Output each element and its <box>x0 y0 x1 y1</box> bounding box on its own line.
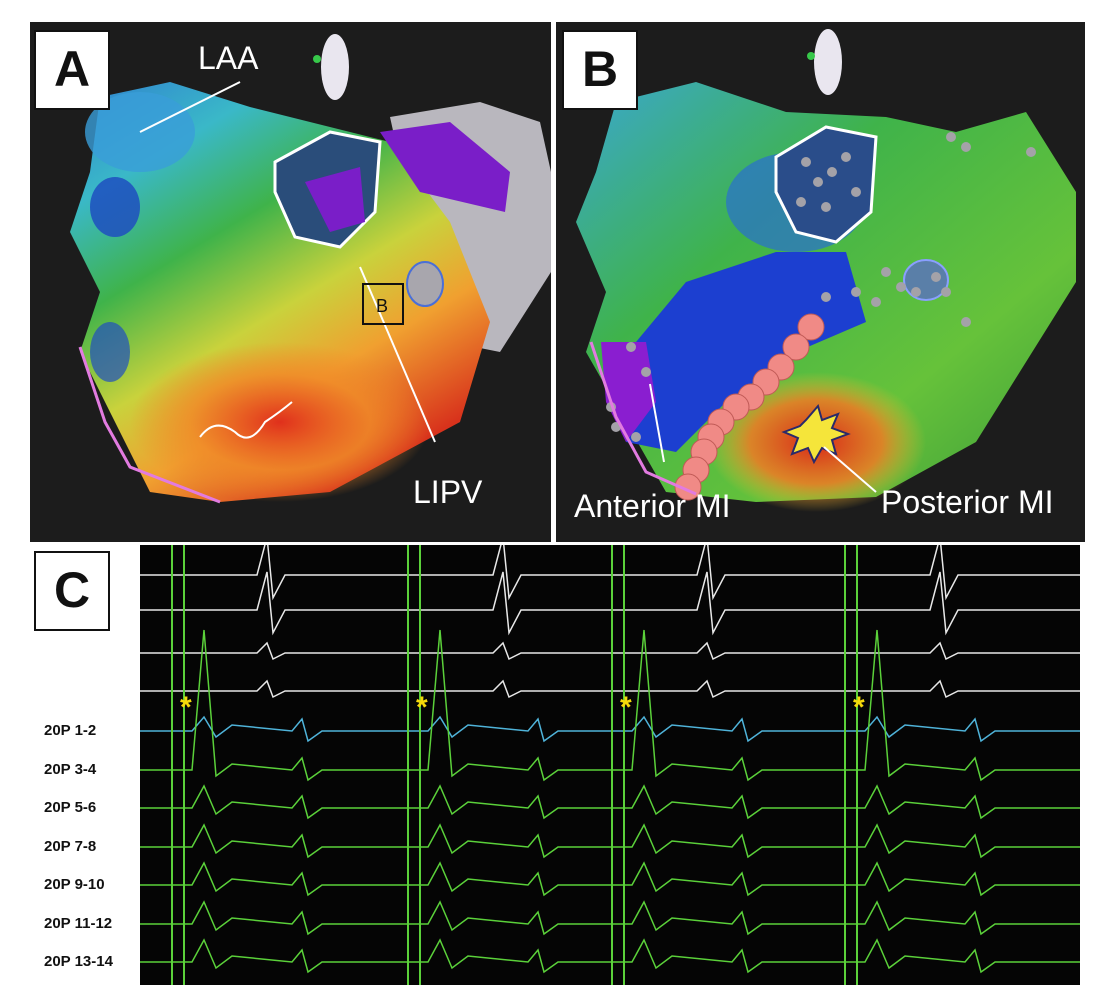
panel-a-letter: A <box>34 30 110 110</box>
surface-trace <box>140 679 1080 699</box>
laa-label: LAA <box>198 40 259 76</box>
anterior-mi-label: Anterior MI <box>574 488 731 524</box>
panel-b-letter: B <box>562 30 638 110</box>
channel-label: 20P 7-8 <box>44 838 97 855</box>
channel-label: 20P 3-4 <box>44 761 97 778</box>
lipv-label: LIPV <box>413 474 483 510</box>
channel-trace <box>140 784 1080 820</box>
surface-trace <box>140 571 1080 636</box>
lipv-leader <box>359 266 436 443</box>
ablation-line <box>674 313 825 501</box>
channel-label: 20P 9-10 <box>44 876 105 893</box>
posterior-mi-label: Posterior MI <box>881 484 1054 520</box>
channel-trace <box>140 900 1080 936</box>
surface-trace <box>140 641 1080 661</box>
channel-label: 20P 13-14 <box>44 953 113 970</box>
asterisk-marker: * <box>416 691 428 724</box>
egm-tracings: * * * * <box>140 545 1080 985</box>
channel-trace <box>140 938 1080 974</box>
channel-trace <box>140 823 1080 859</box>
panel-b-map <box>576 29 1076 512</box>
channel-trace <box>140 629 1080 782</box>
channel-label: 20P 1-2 <box>44 722 97 739</box>
panel-c: * * * * C 20P 1-2 20P 3-4 20P 5-6 20P 7-8 2… <box>30 545 1085 985</box>
channel-label: 20P 5-6 <box>44 799 97 816</box>
inset-label: B <box>376 296 389 316</box>
asterisk-marker: * <box>180 691 192 724</box>
tag-points <box>606 132 1036 442</box>
pv-ring <box>774 125 878 244</box>
panel-a: A LAA LIPV B <box>30 22 551 542</box>
panel-c-letter: C <box>34 551 110 631</box>
panel-a-map <box>70 34 551 504</box>
channel-label: 20P 11-12 <box>44 915 113 932</box>
asterisk-marker: * <box>620 691 632 724</box>
asterisk-marker: * <box>853 691 865 724</box>
panel-b: B Anterior MI Posterior MI <box>556 22 1085 542</box>
surface-trace <box>140 545 1080 601</box>
channel-trace <box>140 861 1080 897</box>
laa-leader <box>139 81 241 133</box>
inset-box <box>362 283 404 325</box>
channel-trace <box>140 715 1080 743</box>
